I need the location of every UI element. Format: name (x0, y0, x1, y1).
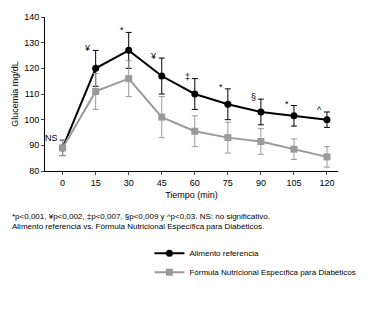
svg-text:NS: NS (45, 133, 58, 143)
svg-text:120: 120 (24, 63, 39, 73)
svg-text:90: 90 (256, 178, 266, 188)
svg-text:*: * (120, 25, 124, 35)
svg-text:Tiempo (min): Tiempo (min) (165, 190, 218, 200)
svg-text:105: 105 (286, 178, 301, 188)
svg-text:75: 75 (223, 178, 233, 188)
svg-text:30: 30 (124, 178, 134, 188)
svg-text:Alimento referencia: Alimento referencia (189, 249, 258, 258)
svg-text:120: 120 (319, 178, 334, 188)
svg-text:130: 130 (24, 38, 39, 48)
svg-text:§: § (251, 92, 256, 102)
svg-text:15: 15 (91, 178, 101, 188)
svg-text:¥: ¥ (84, 43, 91, 53)
svg-text:*: * (285, 99, 289, 109)
svg-text:*p<0,001, ¥p<0,002, ‡p<0,007,: *p<0,001, ¥p<0,002, ‡p<0,007, §p<0,009 y… (12, 212, 270, 231)
svg-text:110: 110 (25, 89, 39, 99)
svg-text:0: 0 (60, 178, 65, 188)
svg-text:*: * (219, 82, 223, 92)
svg-text:^: ^ (317, 105, 322, 115)
svg-text:90: 90 (29, 140, 39, 150)
svg-text:‡: ‡ (185, 72, 190, 82)
svg-text:100: 100 (24, 115, 39, 125)
svg-text:140: 140 (24, 12, 39, 22)
svg-text:Glucemia mg/dL: Glucemia mg/dL (10, 61, 20, 127)
svg-text:60: 60 (190, 178, 200, 188)
svg-text:80: 80 (29, 166, 39, 176)
svg-text:Fórmula Nutricional Específica: Fórmula Nutricional Específica para Diab… (189, 268, 355, 277)
svg-text:¥: ¥ (150, 51, 157, 61)
svg-text:45: 45 (157, 178, 167, 188)
